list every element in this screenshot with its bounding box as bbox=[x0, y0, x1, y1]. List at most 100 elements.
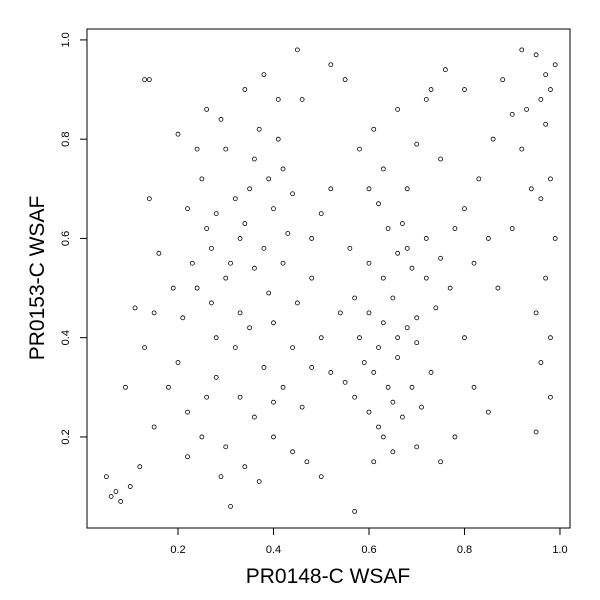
point bbox=[414, 444, 420, 450]
point bbox=[471, 384, 477, 390]
point bbox=[543, 121, 549, 127]
point bbox=[199, 434, 205, 440]
point bbox=[380, 434, 386, 440]
point bbox=[428, 87, 434, 92]
point bbox=[400, 414, 405, 420]
point bbox=[433, 305, 439, 311]
point bbox=[548, 394, 553, 400]
point bbox=[509, 226, 515, 231]
point bbox=[218, 474, 224, 480]
point bbox=[266, 290, 272, 296]
point bbox=[352, 394, 358, 400]
point bbox=[199, 176, 205, 182]
point bbox=[218, 116, 224, 122]
point bbox=[414, 340, 420, 346]
point bbox=[242, 221, 248, 226]
y-tick-label: 0.8 bbox=[60, 132, 72, 147]
point bbox=[304, 459, 310, 465]
point bbox=[423, 275, 429, 281]
point bbox=[318, 474, 324, 480]
y-tick-label: 1.0 bbox=[60, 32, 72, 47]
point bbox=[213, 374, 219, 380]
point bbox=[132, 305, 138, 311]
point bbox=[538, 97, 544, 102]
point bbox=[548, 176, 553, 182]
point bbox=[318, 211, 324, 217]
point bbox=[151, 310, 157, 316]
point bbox=[404, 245, 410, 251]
x-tick-label: 0.6 bbox=[361, 544, 376, 556]
point bbox=[108, 494, 114, 499]
point bbox=[180, 315, 186, 321]
point bbox=[404, 186, 410, 192]
point bbox=[519, 146, 525, 152]
point bbox=[328, 186, 334, 192]
point bbox=[223, 146, 229, 152]
point bbox=[261, 72, 267, 78]
point bbox=[237, 310, 243, 316]
point bbox=[533, 310, 539, 316]
point bbox=[151, 424, 157, 430]
point bbox=[438, 156, 444, 162]
point bbox=[271, 434, 276, 440]
point bbox=[189, 260, 195, 266]
point bbox=[232, 196, 238, 202]
point bbox=[500, 77, 506, 83]
point bbox=[380, 275, 386, 281]
point bbox=[213, 335, 219, 341]
point bbox=[543, 275, 549, 281]
point bbox=[290, 191, 295, 197]
point bbox=[299, 97, 305, 102]
point bbox=[123, 384, 128, 390]
point bbox=[395, 355, 401, 360]
point bbox=[509, 111, 515, 117]
point bbox=[256, 479, 262, 484]
point bbox=[271, 320, 276, 326]
point bbox=[309, 236, 315, 241]
point bbox=[209, 300, 214, 306]
point bbox=[294, 47, 300, 53]
point bbox=[376, 201, 381, 207]
point bbox=[209, 245, 214, 251]
point bbox=[271, 399, 276, 405]
point bbox=[352, 508, 358, 514]
point bbox=[371, 370, 377, 375]
point bbox=[232, 345, 238, 351]
point bbox=[490, 136, 496, 142]
point bbox=[142, 77, 147, 83]
point bbox=[328, 62, 334, 68]
point bbox=[185, 454, 190, 460]
y-axis-title: PR0153-C WSAF bbox=[26, 196, 49, 361]
point bbox=[309, 365, 315, 370]
point bbox=[380, 166, 386, 172]
point bbox=[366, 186, 372, 192]
point bbox=[185, 409, 190, 415]
point bbox=[204, 394, 210, 400]
point bbox=[194, 285, 200, 291]
point bbox=[428, 370, 434, 375]
point bbox=[113, 489, 119, 494]
point bbox=[548, 87, 553, 92]
y-tick-label: 0.2 bbox=[60, 429, 72, 444]
point bbox=[519, 47, 525, 53]
x-tick-label: 0.4 bbox=[266, 544, 281, 556]
point bbox=[342, 77, 348, 83]
point bbox=[409, 384, 415, 390]
point bbox=[299, 404, 305, 410]
point bbox=[476, 176, 482, 182]
point bbox=[447, 285, 453, 291]
point bbox=[251, 156, 257, 162]
point bbox=[438, 255, 444, 261]
point bbox=[137, 464, 143, 470]
point bbox=[103, 474, 109, 480]
point bbox=[280, 260, 286, 266]
point bbox=[414, 315, 420, 321]
point bbox=[127, 484, 133, 489]
point bbox=[366, 310, 372, 316]
point bbox=[385, 226, 391, 231]
point bbox=[438, 459, 444, 465]
point bbox=[471, 260, 477, 266]
point bbox=[423, 236, 429, 241]
